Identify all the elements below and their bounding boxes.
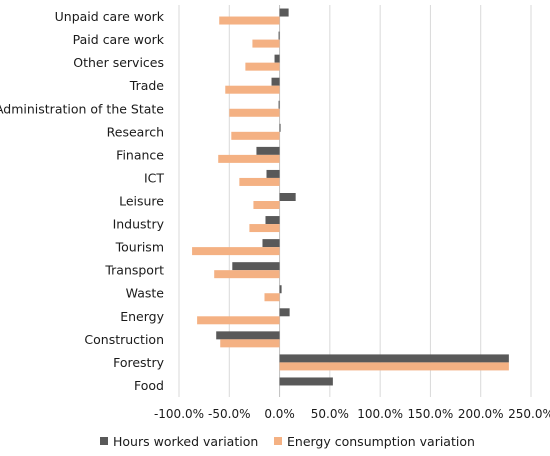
x-tick-label: 0.0% xyxy=(264,407,295,421)
bar-hours-worked xyxy=(232,262,280,271)
category-label: ICT xyxy=(144,170,164,185)
category-label: Construction xyxy=(84,332,164,347)
bar-energy-consumption xyxy=(249,224,280,233)
bar-hours-worked xyxy=(279,308,290,317)
bar-energy-consumption xyxy=(264,293,280,302)
bar-hours-worked xyxy=(256,146,280,155)
x-tick-labels: -100.0% -50.0% 0.0% 50.0% 100.0% 150.0% 200.0%… xyxy=(154,407,550,421)
x-tick-label: 100.0% xyxy=(357,407,403,421)
bar-hours-worked xyxy=(279,123,281,132)
bar-energy-consumption xyxy=(245,62,280,71)
bar-energy-consumption xyxy=(239,177,280,186)
bar-energy-consumption xyxy=(218,154,280,163)
bar-energy-consumption xyxy=(220,339,280,348)
category-label: Food xyxy=(134,378,164,393)
bar-hours-worked xyxy=(271,77,280,86)
bar-hours-worked xyxy=(278,100,280,109)
bar-hours-worked xyxy=(279,354,509,363)
bar-hours-worked xyxy=(262,239,280,248)
category-label: Other services xyxy=(73,55,164,70)
bar-hours-worked xyxy=(279,193,296,201)
bar-hours-worked xyxy=(216,331,280,340)
bar-energy-consumption xyxy=(253,201,280,209)
bar-hours-worked xyxy=(274,54,280,63)
x-tick-label: 200.0% xyxy=(458,407,504,421)
category-labels: Unpaid care work Paid care work Other serv… xyxy=(0,9,165,393)
category-label: Trade xyxy=(129,78,165,93)
category-label: Forestry xyxy=(113,355,164,370)
category-label: Industry xyxy=(113,217,165,232)
category-label: Transport xyxy=(104,263,164,278)
legend-label: Hours worked variation xyxy=(113,434,258,449)
bar-energy-consumption xyxy=(214,270,280,279)
bar-energy-consumption xyxy=(197,316,280,325)
category-label: Research xyxy=(107,124,164,139)
bars xyxy=(192,8,509,386)
bar-energy-consumption xyxy=(231,131,280,140)
bar-hours-worked xyxy=(266,169,280,178)
bar-energy-consumption xyxy=(225,85,280,94)
category-label: Energy xyxy=(120,309,164,324)
bar-hours-worked xyxy=(279,8,289,17)
x-tick-label: 50.0% xyxy=(311,407,349,421)
category-label: Tourism xyxy=(115,240,164,255)
category-label: Unpaid care work xyxy=(55,9,165,24)
bar-energy-consumption xyxy=(252,39,280,48)
category-label: Administration of the State xyxy=(0,101,164,116)
bar-hours-worked xyxy=(265,216,280,225)
bar-energy-consumption xyxy=(219,16,280,25)
bar-hours-worked xyxy=(279,377,333,386)
category-label: Leisure xyxy=(119,194,164,209)
x-tick-label: -100.0% xyxy=(154,407,204,421)
legend-swatch xyxy=(100,437,108,445)
x-tick-label: 150.0% xyxy=(408,407,454,421)
legend-swatch xyxy=(274,437,282,445)
bar-energy-consumption xyxy=(229,108,280,117)
category-label: Paid care work xyxy=(73,32,165,47)
category-label: Finance xyxy=(116,147,164,162)
bar-energy-consumption xyxy=(279,362,509,371)
category-label: Waste xyxy=(126,286,165,301)
x-tick-label: 250.0% xyxy=(508,407,550,421)
legend-label: Energy consumption variation xyxy=(287,434,475,449)
x-tick-label: -50.0% xyxy=(208,407,250,421)
bar-energy-consumption xyxy=(192,247,280,256)
bar-hours-worked xyxy=(278,31,280,40)
bar-hours-worked xyxy=(279,285,282,294)
legend: Hours worked variation Energy consumption… xyxy=(100,434,475,449)
